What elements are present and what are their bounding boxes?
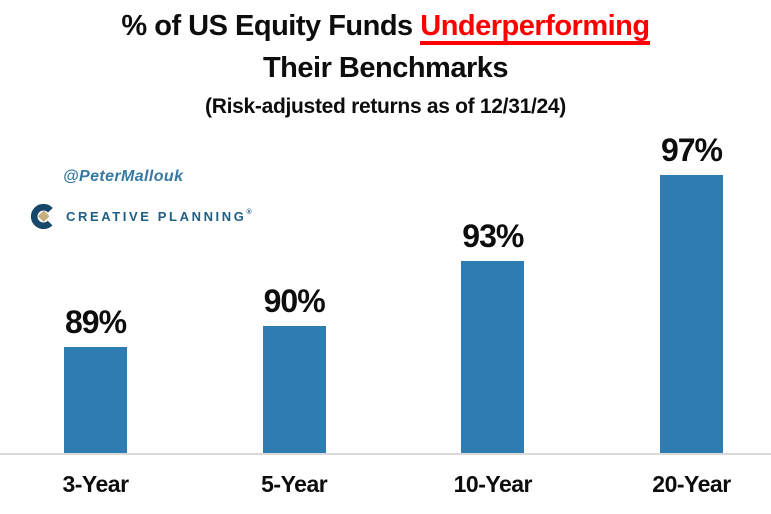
x-axis-label-20-year: 20-Year — [652, 471, 731, 497]
creative-planning-logo-icon — [30, 203, 57, 230]
company-name: CREATIVE PLANNING — [66, 209, 247, 224]
x-axis-cell: 3-Year — [62, 471, 129, 498]
bar-chart-plot-area: 89% 90% 93% 97% — [64, 132, 723, 455]
creative-planning-brand: CREATIVE PLANNING® — [30, 203, 252, 230]
bar-value-label: 97% — [660, 132, 723, 168]
chart-title-line2: Their Benchmarks — [262, 52, 509, 84]
trademark-symbol: ® — [246, 209, 252, 216]
bar-group-3-year: 89% — [64, 304, 127, 455]
chart-subtitle: (Risk-adjusted returns as of 12/31/24) — [205, 95, 566, 118]
title-text-prefix: % of US Equity Funds — [121, 10, 421, 42]
x-axis-labels: 3-Year 5-Year 10-Year 20-Year — [62, 471, 731, 498]
bar-value-label: 93% — [462, 218, 524, 254]
x-axis-label-3-year: 3-Year — [62, 471, 129, 497]
bar — [461, 261, 525, 455]
bar — [659, 175, 723, 455]
bar — [64, 347, 127, 455]
x-axis-cell: 20-Year — [652, 471, 731, 498]
x-axis-baseline — [0, 453, 771, 455]
bar-group-20-year: 97% — [659, 132, 723, 455]
x-axis-cell: 5-Year — [261, 471, 328, 498]
twitter-handle: @PeterMallouk — [63, 168, 184, 185]
chart-title-line1: % of US Equity Funds Underperforming — [0, 5, 771, 47]
bar-value-label: 90% — [263, 283, 326, 319]
bar-group-10-year: 93% — [461, 218, 524, 455]
x-axis-label-5-year: 5-Year — [261, 471, 328, 497]
title-highlight-underperforming: Underperforming — [420, 11, 650, 46]
bar-value-label: 89% — [64, 304, 127, 340]
chart-header: % of US Equity Funds Underperforming The… — [0, 0, 771, 123]
bar-group-5-year: 90% — [262, 283, 326, 455]
creative-planning-wordmark: CREATIVE PLANNING® — [66, 209, 252, 224]
bar — [262, 326, 326, 455]
branding-block: @PeterMallouk CREATIVE PLANNING® — [30, 168, 252, 230]
x-axis-label-10-year: 10-Year — [453, 471, 533, 497]
x-axis-cell: 10-Year — [454, 471, 533, 498]
